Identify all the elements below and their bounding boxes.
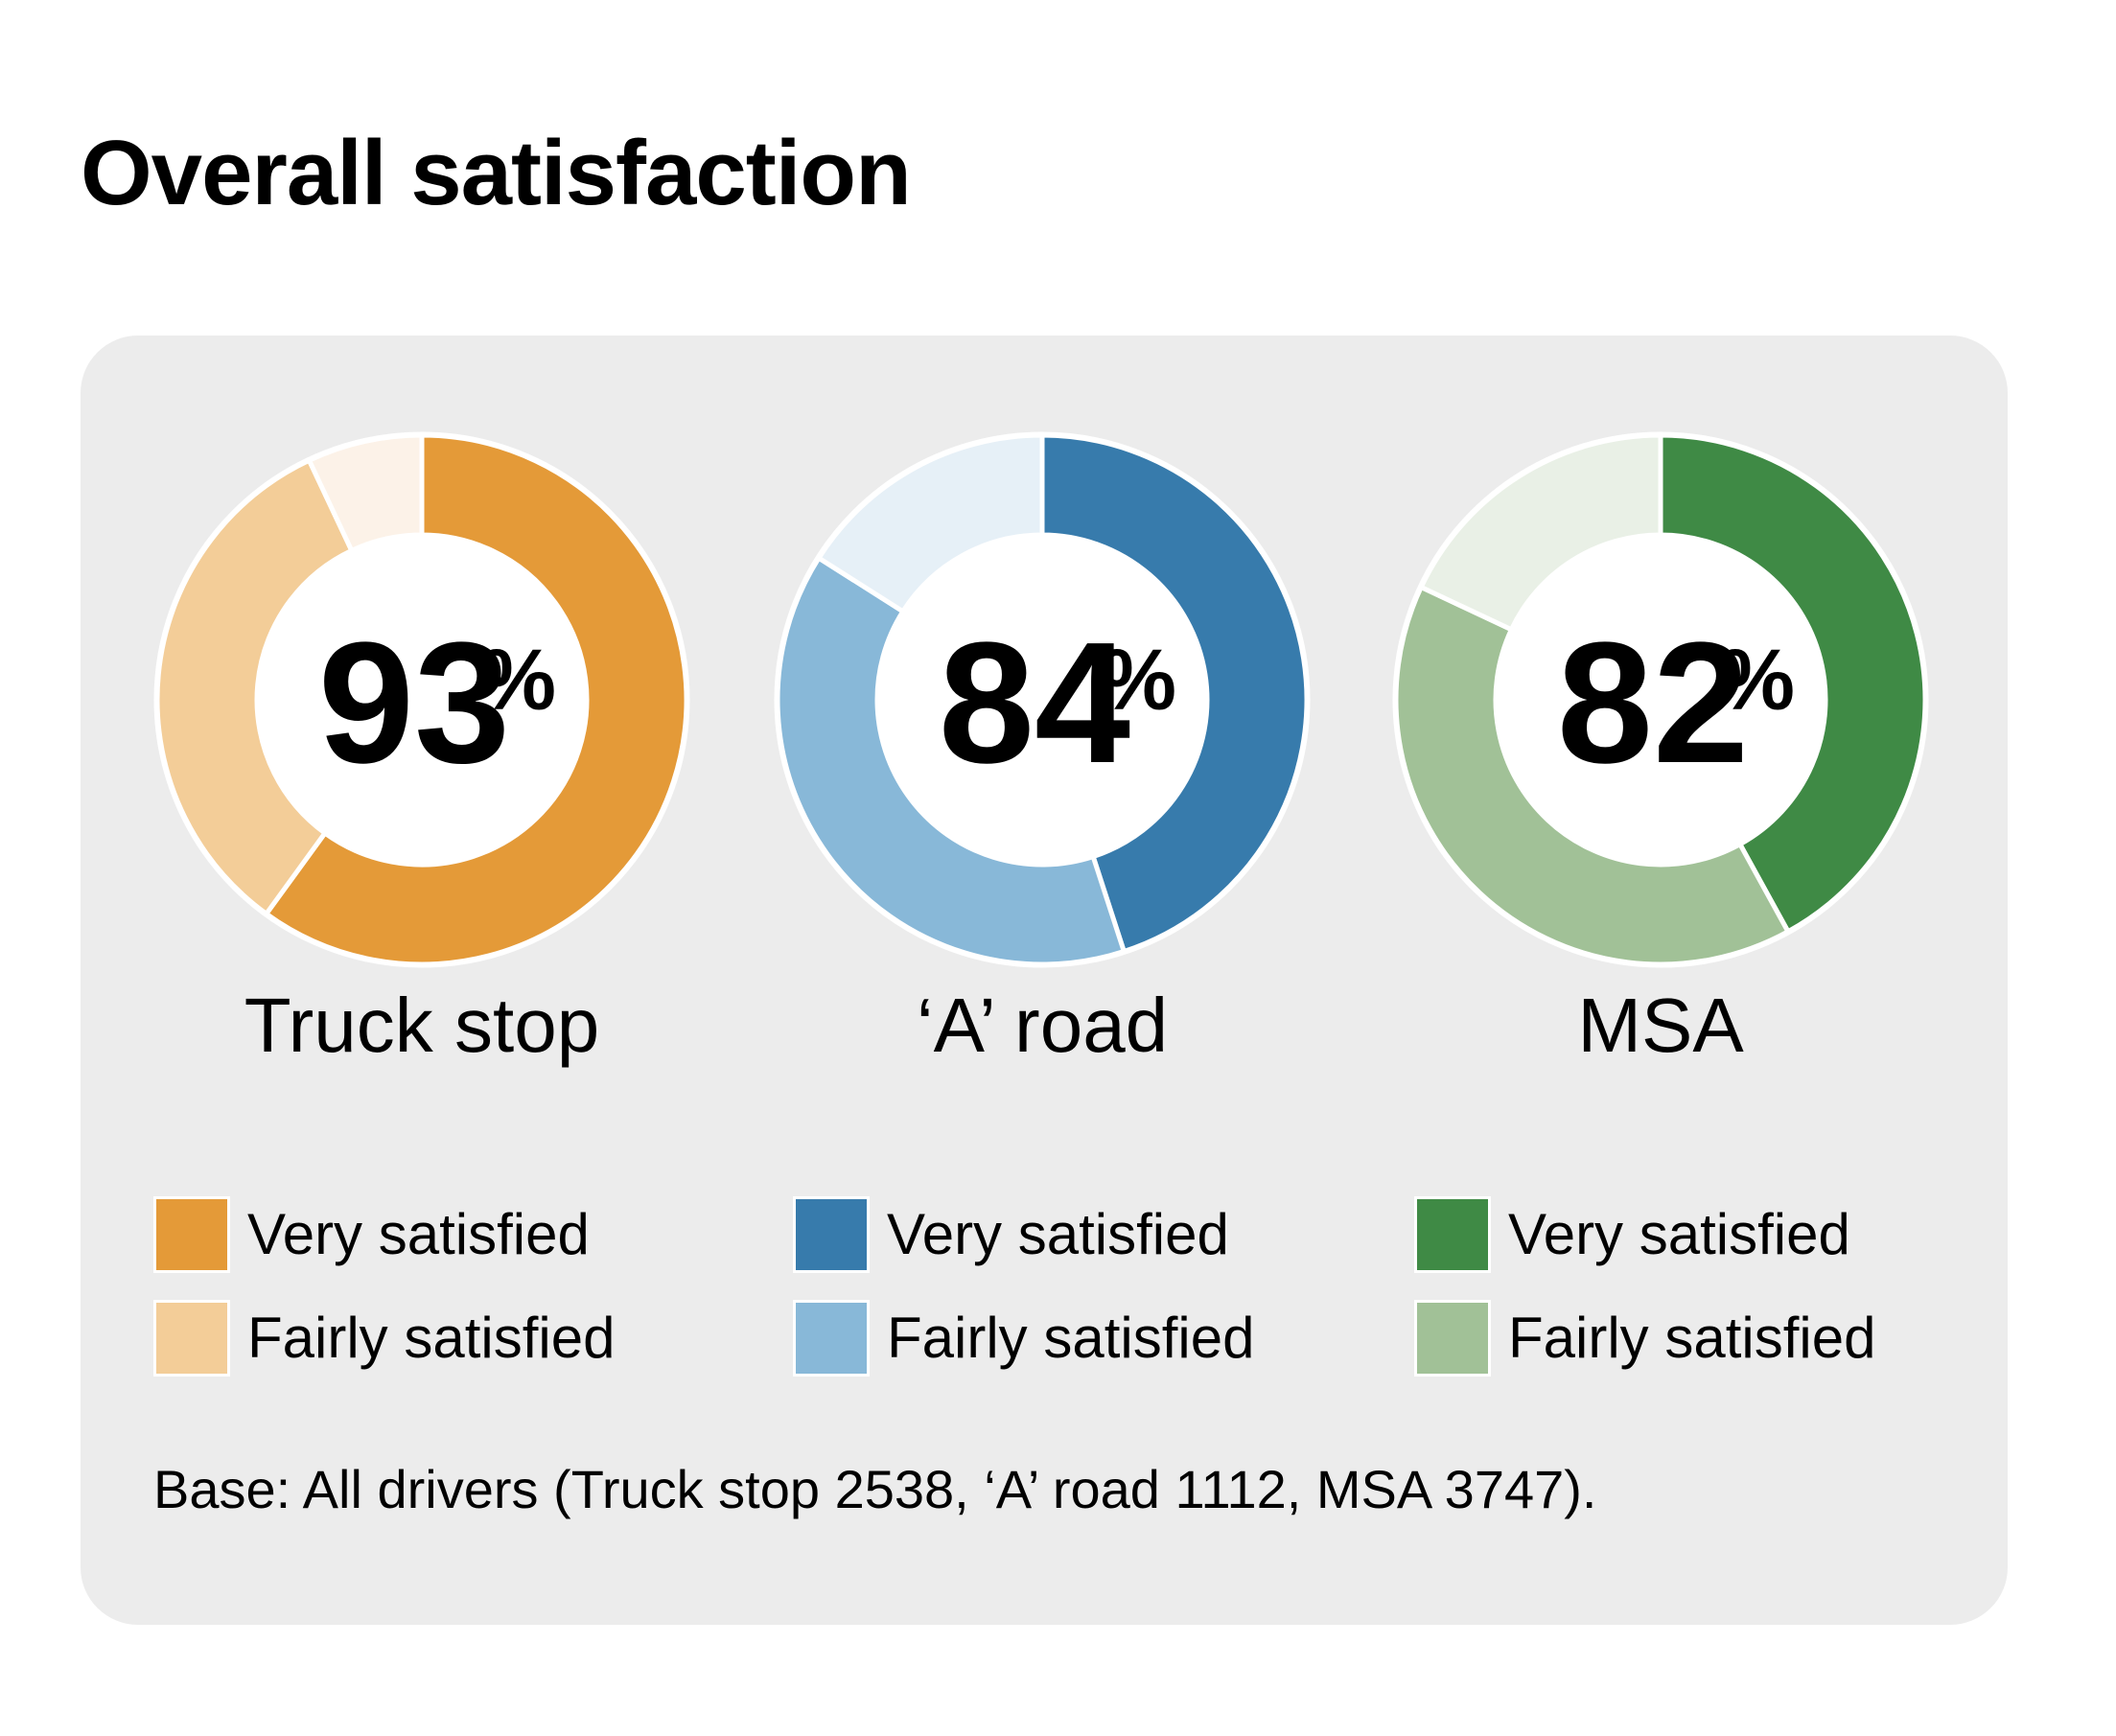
donut-percent-sign-a-road: % — [1100, 633, 1176, 729]
donut-percent-sign-msa: % — [1718, 633, 1795, 729]
donut-outline-msa — [1392, 431, 1929, 968]
chart-title: Overall satisfaction — [81, 122, 912, 224]
donut-hole-msa — [1496, 535, 1825, 865]
legend-label: Fairly satisfied — [247, 1306, 616, 1370]
donut-outline-a-road — [774, 431, 1311, 968]
legend-swatch — [1414, 1196, 1491, 1273]
legend-label: Very satisfied — [1508, 1202, 1850, 1266]
legend-label: Fairly satisfied — [887, 1306, 1255, 1370]
legend-label: Very satisfied — [247, 1202, 590, 1266]
donut-hole-a-road — [877, 535, 1207, 865]
donut-label-a-road: ‘A’ road — [916, 983, 1169, 1068]
donut-label-msa: MSA — [1577, 983, 1744, 1068]
legend-label: Fairly satisfied — [1508, 1306, 1876, 1370]
legend-swatch — [1414, 1300, 1491, 1377]
legend-swatch — [153, 1196, 230, 1273]
legend-swatch — [153, 1300, 230, 1377]
donut-total-truck-stop: 93 — [318, 607, 510, 799]
base-footnote: Base: All drivers (Truck stop 2538, ‘A’ … — [153, 1459, 1597, 1519]
donut-total-a-road: 84 — [939, 607, 1130, 799]
legend-swatch — [793, 1196, 870, 1273]
donut-hole-truck-stop — [257, 535, 587, 865]
donut-percent-sign-truck-stop: % — [479, 633, 556, 729]
legend-swatch — [793, 1300, 870, 1377]
donut-label-truck-stop: Truck stop — [244, 983, 600, 1068]
donut-total-msa: 82 — [1557, 607, 1749, 799]
donut-outline-truck-stop — [153, 431, 690, 968]
legend-label: Very satisfied — [887, 1202, 1229, 1266]
